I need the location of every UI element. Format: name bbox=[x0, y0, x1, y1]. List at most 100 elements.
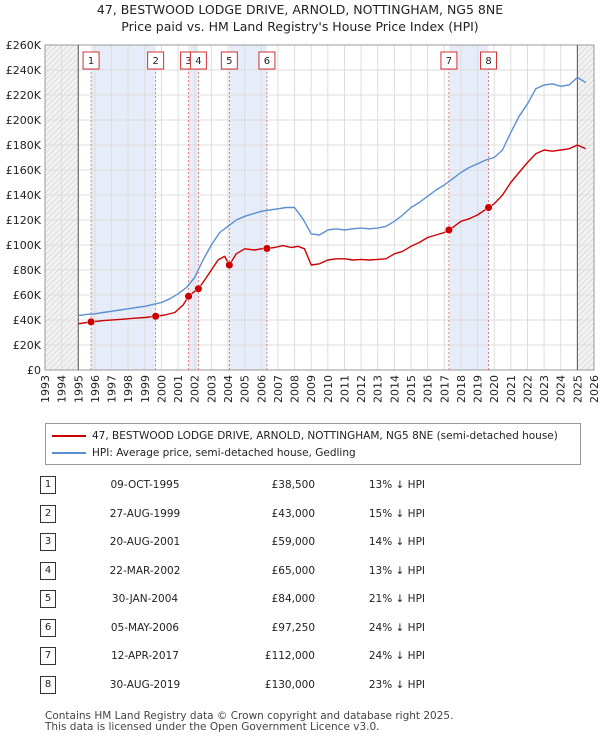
footer-line-2: This data is licensed under the Open Gov… bbox=[45, 721, 380, 733]
x-tick-label: 1994 bbox=[56, 375, 69, 403]
y-tick-label: £240K bbox=[6, 64, 42, 77]
sale-marker-box bbox=[189, 51, 207, 70]
ownership-shade-1 bbox=[188, 45, 199, 370]
y-tick-label: £220K bbox=[6, 89, 42, 102]
plot-frame bbox=[44, 44, 595, 371]
x-tick-label: 2005 bbox=[239, 375, 252, 403]
sale-date: 12-APR-2017 bbox=[111, 650, 179, 663]
x-tick-label: 2001 bbox=[172, 375, 185, 403]
y-tick-label: £140K bbox=[6, 189, 42, 202]
y-tick-label: £200K bbox=[6, 114, 42, 127]
sale-point bbox=[444, 225, 453, 235]
sale-marker-box bbox=[258, 51, 276, 70]
transactions-table: 1 09-OCT-1995 £38,500 13% ↓ HPI 2 27-AUG… bbox=[40, 471, 425, 699]
x-tick-label: 2008 bbox=[289, 375, 302, 403]
x-tick-label: 2024 bbox=[555, 375, 568, 403]
x-tick-label: 2025 bbox=[571, 375, 584, 403]
sale-marker-label: 8 bbox=[485, 56, 491, 67]
property-series-line bbox=[78, 144, 586, 325]
legend-label-property: 47, BESTWOOD LODGE DRIVE, ARNOLD, NOTTIN… bbox=[92, 430, 558, 442]
legend-swatch-hpi bbox=[52, 452, 86, 454]
x-tick-label: 2016 bbox=[422, 375, 435, 403]
sale-hpi-diff: 23% ↓ HPI bbox=[368, 678, 425, 691]
y-tick-label: £80K bbox=[13, 264, 42, 277]
x-tick-label: 1998 bbox=[122, 375, 135, 403]
sale-date: 22-MAR-2002 bbox=[109, 564, 181, 577]
sale-number-badge: 8 bbox=[40, 675, 56, 694]
hpi-series-line bbox=[78, 76, 587, 317]
hatched-region-1 bbox=[577, 45, 594, 370]
table-row: 3 20-AUG-2001 £59,000 14% ↓ HPI bbox=[40, 528, 425, 557]
sale-point bbox=[151, 312, 160, 321]
sale-marker-label: 7 bbox=[446, 56, 452, 67]
sale-price: £112,000 bbox=[264, 650, 315, 663]
x-tick-label: 2020 bbox=[488, 375, 501, 403]
x-tick-label: 2003 bbox=[205, 375, 218, 403]
x-tick-label: 2023 bbox=[538, 375, 551, 403]
y-tick-label: £0 bbox=[27, 364, 41, 377]
sale-hpi-diff: 24% ↓ HPI bbox=[368, 621, 425, 634]
x-tick-label: 2011 bbox=[338, 375, 351, 403]
x-tick-label: 2013 bbox=[372, 375, 385, 403]
sale-number-badge: 4 bbox=[40, 561, 56, 580]
sale-marker-label: 5 bbox=[226, 56, 232, 67]
chart-legend: 47, BESTWOOD LODGE DRIVE, ARNOLD, NOTTIN… bbox=[45, 423, 581, 465]
ownership-shade-2 bbox=[229, 45, 267, 370]
y-tick-label: £40K bbox=[13, 314, 42, 327]
sale-hpi-diff: 13% ↓ HPI bbox=[368, 564, 425, 577]
sale-marker-box bbox=[480, 51, 498, 70]
sale-hpi-diff: 24% ↓ HPI bbox=[368, 650, 425, 663]
table-row: 8 30-AUG-2019 £130,000 23% ↓ HPI bbox=[40, 671, 425, 700]
x-tick-label: 2006 bbox=[255, 375, 268, 403]
legend-label-hpi: HPI: Average price, semi-detached house,… bbox=[92, 447, 356, 459]
x-tick-label: 1993 bbox=[39, 375, 52, 403]
sale-point bbox=[184, 292, 193, 301]
chart-title-line2: Price paid vs. HM Land Registry's House … bbox=[121, 19, 479, 34]
x-tick-label: 2004 bbox=[222, 375, 235, 403]
table-row: 4 22-MAR-2002 £65,000 13% ↓ HPI bbox=[40, 557, 425, 586]
sale-marker-label: 3 bbox=[185, 56, 191, 67]
sale-price: £130,000 bbox=[264, 678, 315, 691]
sale-marker-label: 2 bbox=[152, 56, 158, 67]
table-row: 5 30-JAN-2004 £84,000 21% ↓ HPI bbox=[40, 585, 425, 614]
sale-price: £43,000 bbox=[271, 507, 315, 520]
sale-date: 09-OCT-1995 bbox=[110, 479, 180, 492]
sale-price: £65,000 bbox=[271, 564, 315, 577]
sale-number-badge: 6 bbox=[40, 618, 56, 637]
x-tick-label: 2017 bbox=[438, 375, 451, 403]
x-tick-label: 1999 bbox=[139, 375, 152, 403]
sale-price: £84,000 bbox=[271, 593, 315, 606]
x-tick-label: 2009 bbox=[305, 375, 318, 403]
y-tick-label: £160K bbox=[6, 164, 42, 177]
footer-attribution: Contains HM Land Registry data © Crown c… bbox=[45, 711, 453, 733]
sale-number-badge: 5 bbox=[40, 590, 56, 609]
sale-number-badge: 3 bbox=[40, 533, 56, 552]
sale-marker-label: 6 bbox=[264, 56, 270, 67]
sale-hpi-diff: 15% ↓ HPI bbox=[368, 507, 425, 520]
y-tick-label: £180K bbox=[6, 139, 42, 152]
x-tick-label: 2007 bbox=[272, 375, 285, 403]
sale-number-badge: 7 bbox=[40, 647, 56, 666]
sale-date: 20-AUG-2001 bbox=[109, 536, 181, 549]
sale-marker-box bbox=[82, 51, 100, 70]
sale-price: £97,250 bbox=[271, 621, 315, 634]
sale-marker-label: 1 bbox=[88, 56, 94, 67]
y-tick-label: £100K bbox=[6, 239, 42, 252]
sale-marker-box bbox=[220, 51, 238, 70]
y-tick-label: £60K bbox=[13, 289, 42, 302]
x-tick-label: 2010 bbox=[322, 375, 335, 403]
x-tick-label: 2014 bbox=[388, 375, 401, 403]
sale-marker-box bbox=[440, 51, 458, 70]
y-tick-label: £260K bbox=[6, 39, 42, 52]
x-tick-label: 1995 bbox=[72, 375, 85, 403]
price-chart: £0 £20K £40K £60K £80K £100K £120K £140K £160K £1… bbox=[6, 39, 600, 403]
sale-marker-box bbox=[147, 51, 165, 70]
sale-point bbox=[225, 260, 234, 270]
sale-date: 30-AUG-2019 bbox=[109, 678, 181, 691]
sale-hpi-diff: 13% ↓ HPI bbox=[368, 479, 425, 492]
table-row: 1 09-OCT-1995 £38,500 13% ↓ HPI bbox=[40, 471, 425, 500]
x-tick-label: 2019 bbox=[472, 375, 485, 403]
sale-point bbox=[262, 244, 271, 253]
sale-number-badge: 1 bbox=[40, 476, 56, 495]
sale-point bbox=[194, 284, 203, 293]
